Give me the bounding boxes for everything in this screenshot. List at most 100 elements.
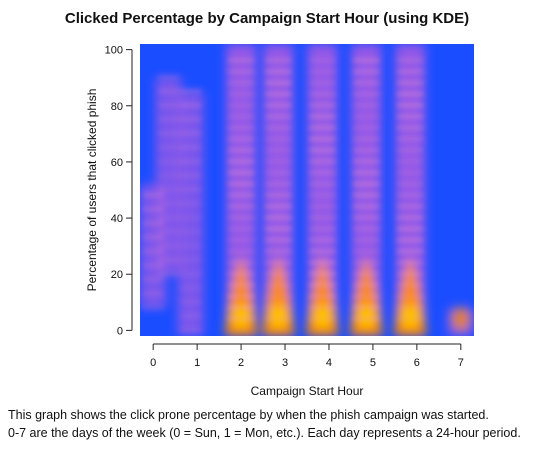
density-band <box>227 192 255 198</box>
kde-heatmap-chart: 0 20 40 60 80 100 0 1 2 3 4 5 6 7 Campaign Start Hour… <box>85 44 474 398</box>
density-band <box>264 316 292 322</box>
density-band <box>352 91 380 97</box>
y-tick-label: 60 <box>111 157 123 169</box>
density-band <box>227 203 255 209</box>
density-band <box>227 293 255 299</box>
density-band <box>227 282 255 288</box>
density-band <box>396 80 424 86</box>
density-band <box>352 316 380 322</box>
x-tick-label: 1 <box>194 357 200 369</box>
caption-line-2: 0-7 are the days of the week (0 = Sun, 1… <box>8 426 521 440</box>
density-band <box>264 282 292 288</box>
density-band <box>158 74 180 80</box>
chart-title: Clicked Percentage by Campaign Start Hou… <box>64 10 470 27</box>
density-band <box>308 102 336 108</box>
density-band <box>396 316 424 322</box>
density-band <box>308 192 336 198</box>
density-band <box>142 234 164 240</box>
density-band <box>352 170 380 176</box>
density-band <box>352 293 380 299</box>
density-band <box>352 57 380 63</box>
x-tick-label: 5 <box>370 357 376 369</box>
density-band <box>227 226 255 232</box>
density-band <box>227 102 255 108</box>
density-band <box>396 282 424 288</box>
density-band <box>396 57 424 63</box>
density-band <box>396 260 424 265</box>
density-band <box>352 260 380 265</box>
density-band <box>264 192 292 198</box>
density-band <box>308 316 336 322</box>
density-band <box>142 290 164 296</box>
density-band <box>352 192 380 198</box>
density-band <box>264 304 292 310</box>
density-band <box>158 144 180 150</box>
density-band <box>396 102 424 108</box>
density-band <box>396 170 424 176</box>
density-band <box>396 304 424 310</box>
density-band <box>352 114 380 119</box>
density-band <box>179 285 202 291</box>
density-band <box>227 80 255 86</box>
density-band <box>396 91 424 97</box>
density-band <box>308 248 336 254</box>
density-band <box>179 102 202 108</box>
density-band <box>308 147 336 153</box>
density-band <box>158 257 180 263</box>
density-band <box>308 57 336 63</box>
density-band <box>179 88 202 94</box>
caption: This graph shows the click prone percent… <box>8 406 528 442</box>
density-band <box>264 203 292 209</box>
density-band <box>396 248 424 254</box>
density-band <box>352 136 380 142</box>
density-band <box>179 299 202 305</box>
density-band <box>179 243 202 249</box>
density-band <box>264 215 292 221</box>
density-band <box>227 316 255 322</box>
density-band <box>396 203 424 209</box>
density-band <box>158 158 180 164</box>
y-tick-label: 40 <box>111 213 123 225</box>
density-band <box>227 237 255 243</box>
density-band <box>308 260 336 265</box>
density-band <box>142 262 164 268</box>
density-band <box>179 144 202 150</box>
density-band <box>158 88 180 94</box>
density-band <box>396 136 424 142</box>
density-band <box>308 181 336 187</box>
density-band <box>158 102 180 108</box>
y-tick-label: 0 <box>117 325 123 337</box>
density-band <box>227 114 255 119</box>
density-band <box>308 158 336 164</box>
density-band <box>179 130 202 136</box>
density-band <box>308 203 336 209</box>
density-band <box>396 181 424 187</box>
density-band <box>308 114 336 119</box>
density-band <box>308 215 336 221</box>
plot-area <box>140 44 474 336</box>
density-band <box>308 304 336 310</box>
density-band <box>352 102 380 108</box>
density-band <box>352 304 380 310</box>
density-band <box>158 201 180 207</box>
x-axis-label: Campaign Start Hour <box>251 384 364 398</box>
density-band <box>227 57 255 63</box>
density-band <box>158 243 180 249</box>
density-band <box>264 271 292 277</box>
density-band <box>179 172 202 178</box>
density-band <box>158 116 180 122</box>
density-band <box>264 158 292 164</box>
y-tick-label: 80 <box>111 101 123 113</box>
density-band <box>352 158 380 164</box>
density-band <box>227 170 255 176</box>
density-band <box>352 237 380 243</box>
density-band <box>308 125 336 131</box>
density-band <box>179 313 202 319</box>
density-band <box>179 187 202 192</box>
density-band <box>352 282 380 288</box>
density-band <box>227 260 255 265</box>
density-band <box>264 69 292 75</box>
density-band <box>396 114 424 119</box>
density-band <box>142 206 164 212</box>
density-band <box>396 158 424 164</box>
